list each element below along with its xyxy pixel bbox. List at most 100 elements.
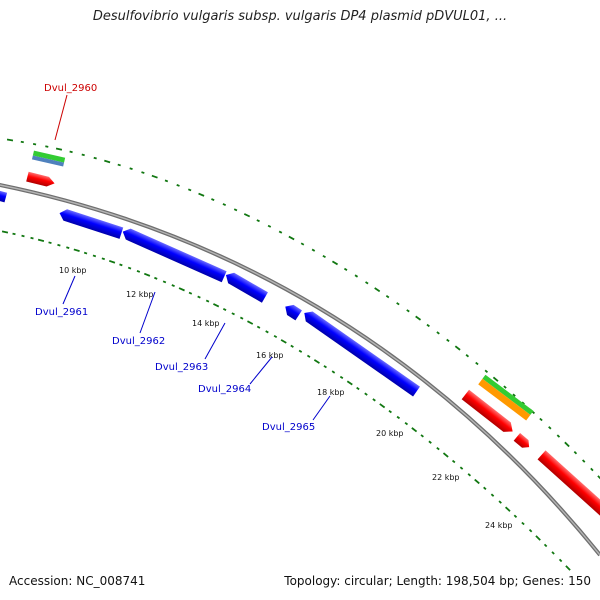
outer-ring-tick <box>465 354 470 358</box>
outer-ring-tick <box>104 159 111 164</box>
outer-ring-tick <box>233 208 238 212</box>
inner-ring-tick <box>222 308 227 311</box>
inner-ring-tick <box>467 473 472 477</box>
inner-ring-tick <box>528 529 533 533</box>
gene-label-dvul-2964[interactable]: Dvul_2964 <box>198 384 251 395</box>
inner-ring-tick <box>372 398 376 402</box>
inner-ring-tick <box>551 551 555 555</box>
inner-ring-tick <box>119 263 123 267</box>
outer-ring-tick <box>176 184 180 187</box>
outer-ring-tick <box>278 230 283 234</box>
outer-ring-tick <box>556 434 561 438</box>
scale-label-18kbp: 18 kbp <box>317 388 345 397</box>
inner-ring-tick <box>66 246 70 249</box>
outer-ring-tick <box>406 309 410 313</box>
scale-labels: 10 kbp 12 kbp 14 kbp 16 kbp 18 kbp 20 kb… <box>59 266 513 530</box>
gene-label-dvul-2960[interactable]: Dvul_2960 <box>44 83 97 94</box>
inner-ring-tick <box>162 280 167 284</box>
outer-ring-tick <box>475 361 479 366</box>
outer-ring-tick <box>311 248 316 252</box>
inner-ring-tick <box>504 506 511 512</box>
inner-ring-tick <box>21 234 25 238</box>
inner-ring-tick <box>404 421 409 426</box>
outer-ring-tick <box>187 188 192 192</box>
outer-ring-tick <box>564 441 570 448</box>
inner-ring-tick <box>239 316 244 320</box>
gene-arrow-red-right-1[interactable] <box>461 389 517 436</box>
outer-ring-tick <box>198 192 205 197</box>
inner-ring-tick <box>280 339 287 344</box>
outer-ring-tick <box>45 145 49 148</box>
gene-arrow-dvul-2962[interactable] <box>120 226 227 283</box>
inner-ring-tick <box>313 359 320 364</box>
outer-ring-tick <box>322 254 326 259</box>
inner-ring-tick <box>428 440 432 444</box>
outer-ring-tick <box>117 163 121 167</box>
gene-arrow-dvul-2965[interactable] <box>301 308 420 397</box>
inner-ring-tick <box>273 334 278 339</box>
inner-ring-tick <box>178 287 185 292</box>
scale-label-20kbp: 20 kbp <box>376 429 404 438</box>
outer-ring-tick <box>484 369 489 373</box>
outer-ring-tick <box>69 150 73 154</box>
inner-ring-tick <box>459 466 464 470</box>
inner-ring-tick <box>436 446 440 451</box>
outer-ring-tick <box>385 295 390 299</box>
gene-label-dvul-2962[interactable]: Dvul_2962 <box>112 336 165 347</box>
inner-ring-tick <box>188 291 193 295</box>
outer-ring-tick <box>415 315 422 321</box>
inner-ring-tick <box>231 312 235 316</box>
inner-ring-tick <box>101 257 106 261</box>
inner-ring-tick <box>265 330 269 334</box>
outer-ring-tick <box>256 219 260 223</box>
outer-ring-tick <box>331 260 339 266</box>
gene-label-dvul-2963[interactable]: Dvul_2963 <box>155 362 208 373</box>
inner-ring-tick <box>171 284 175 288</box>
gene-arrow-red-right-2[interactable] <box>513 433 533 451</box>
steel-feature-bar <box>31 155 65 167</box>
outer-ring-tick <box>396 302 400 306</box>
inner-ring-tick <box>451 459 456 464</box>
inner-ring-tick <box>298 349 303 353</box>
inner-ring-tick <box>346 380 353 386</box>
outer-ring-tick <box>300 242 305 246</box>
gene-label-dvul-2965[interactable]: Dvul_2965 <box>262 422 315 433</box>
inner-ring-tick <box>411 427 418 433</box>
outer-ring-tick <box>267 224 272 228</box>
scale-label-16kbp: 16 kbp <box>256 351 284 360</box>
scale-label-22kbp: 22 kbp <box>432 473 460 482</box>
gene-arrow-left-edge[interactable] <box>0 189 8 203</box>
outer-dotted-ring <box>6 138 600 481</box>
inner-ring-tick <box>154 276 158 280</box>
gene-arrow-dvul-2960[interactable] <box>26 171 56 188</box>
inner-ring-tick <box>1 230 9 234</box>
inner-ring-tick <box>356 386 360 391</box>
gene-arrow-dvul-2964[interactable] <box>282 302 302 321</box>
outer-ring-tick <box>446 338 450 343</box>
outer-ring-tick <box>582 459 586 463</box>
inner-ring-tick <box>339 375 344 379</box>
outer-ring-tick <box>365 281 369 285</box>
inner-ring-tick <box>490 493 495 497</box>
gene-arrow-dvul-2961[interactable] <box>58 207 124 239</box>
green-feature-bar <box>32 150 66 163</box>
gene-arrow-dvul-2963[interactable] <box>223 270 268 303</box>
inner-ring-tick <box>12 232 16 236</box>
inner-ring-tick <box>57 243 61 247</box>
outer-ring-tick <box>354 274 359 278</box>
outer-ring-tick <box>454 345 461 351</box>
gene-arrow-red-right-3[interactable] <box>537 450 600 520</box>
outer-ring-tick <box>374 287 381 293</box>
outer-ring-tick <box>573 451 578 455</box>
inner-ring-tick <box>442 452 449 458</box>
inner-dotted-ring <box>1 230 571 571</box>
outer-ring-tick <box>436 331 440 335</box>
inner-ring-tick <box>379 403 386 409</box>
gene-label-dvul-2961[interactable]: Dvul_2961 <box>35 307 88 318</box>
scale-label-12kbp: 12 kbp <box>126 290 154 299</box>
outer-ring-tick <box>151 174 158 179</box>
outer-ring-tick <box>503 385 507 389</box>
gene-label-leaders <box>54 94 331 421</box>
